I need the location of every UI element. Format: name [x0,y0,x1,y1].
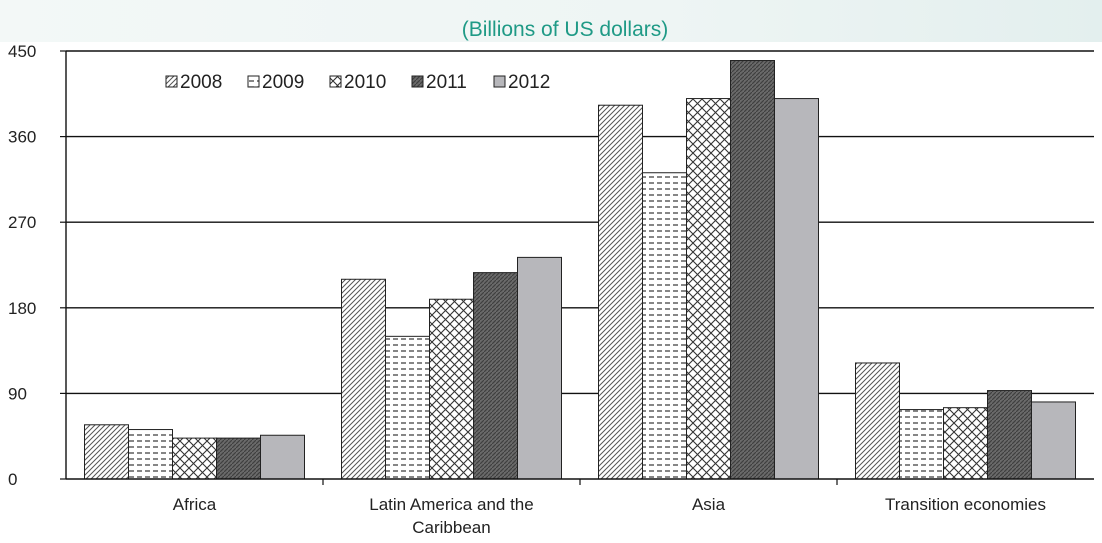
legend-label-2012: 2012 [508,72,550,93]
bar-2008-latin-america-and-the-caribbean [341,278,386,480]
bar-2010-transition-economies [943,407,988,480]
bar-2012-transition-economies [1031,401,1076,480]
bar-2010-latin-america-and-the-caribbean [429,298,474,480]
y-tick-label: 360 [8,128,36,147]
bar-2010-africa [172,437,217,480]
category-label: Caribbean [412,518,490,537]
bar-2009-africa [128,429,173,480]
bar-2009-transition-economies [899,409,944,480]
bar-2011-transition-economies [987,390,1032,480]
y-tick-label: 270 [8,213,36,232]
legend-swatch-2011 [411,75,424,88]
category-label: Asia [692,495,726,514]
category-label: Africa [173,495,217,514]
legend: 2008 2009 2010 2011 2012 [165,72,550,93]
category-label: Transition economies [885,495,1046,514]
y-tick-label: 180 [8,299,36,318]
bar-2011-africa [216,437,261,480]
bar-2011-latin-america-and-the-caribbean [473,272,518,480]
bar-2010-asia [686,98,731,480]
legend-swatch-2010 [329,75,342,88]
legend-label-2011: 2011 [426,72,467,93]
bar-2008-transition-economies [855,362,900,480]
bar-2008-asia [598,104,643,480]
legend-label-2009: 2009 [262,72,304,93]
legend-swatch-2012 [493,75,506,88]
header-band [0,0,1102,42]
axes: 0 90 180 270 360 450 Africa Latin America and t… [8,42,1094,537]
chart-subtitle: (Billions of US dollars) [461,18,669,41]
bar-2012-latin-america-and-the-caribbean [517,256,562,480]
y-tick-label: 450 [8,42,36,61]
legend-swatch-2009 [247,75,260,88]
y-tick-label: 90 [8,384,27,403]
bars [84,60,1076,480]
grid-lines [66,50,1094,395]
bar-2008-africa [84,424,129,480]
bar-2012-africa [260,434,305,480]
bar-2011-asia [730,60,775,480]
y-tick-label: 0 [8,470,17,489]
bar-2009-latin-america-and-the-caribbean [385,335,430,480]
bar-2009-asia [642,172,687,480]
legend-label-2010: 2010 [344,72,386,93]
bar-2012-asia [774,98,819,480]
legend-swatch-2008 [165,75,178,88]
category-label: Latin America and the [369,495,533,514]
legend-label-2008: 2008 [180,72,222,93]
